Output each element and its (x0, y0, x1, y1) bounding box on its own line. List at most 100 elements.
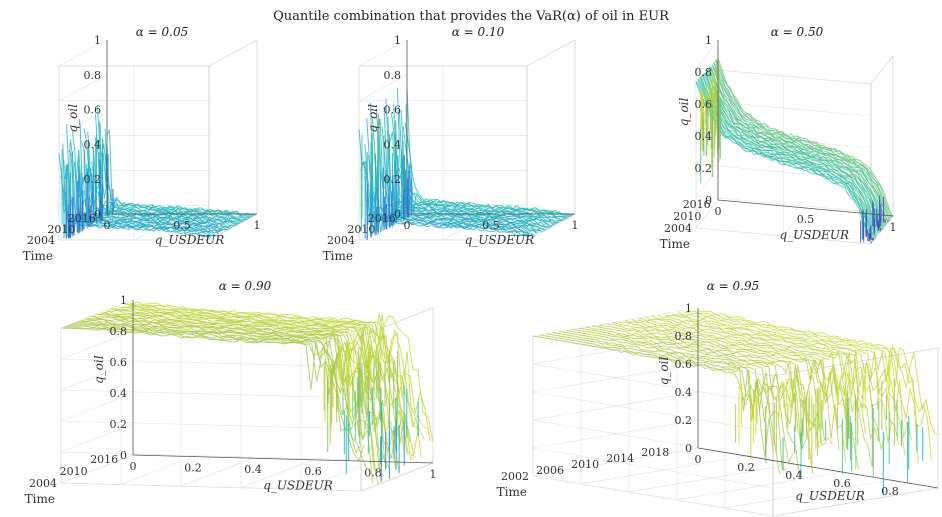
surface-line (697, 310, 939, 435)
surface-line (699, 76, 875, 239)
grid-line (532, 475, 774, 517)
grid-line (532, 447, 699, 477)
surface-line (532, 335, 774, 457)
time-tick-label: 2016 (368, 212, 396, 225)
surface-line (69, 324, 370, 432)
x-axis (132, 454, 434, 464)
surface-line (92, 315, 393, 458)
grid-line (532, 391, 774, 433)
y-tick-label: 0 (120, 449, 127, 462)
y-tick-label: 0.2 (110, 418, 128, 431)
y-axis-label: q_oil (657, 357, 671, 386)
time-tick-label: 2006 (536, 464, 564, 477)
surface-line (625, 319, 866, 434)
surface-line (63, 326, 365, 462)
surface-line (658, 314, 899, 444)
axis-wall (772, 347, 939, 517)
grid-line (60, 389, 362, 399)
x-tick-label: 0.8 (881, 485, 899, 498)
grid-line (783, 207, 806, 237)
time-tick-label: 2016 (68, 212, 96, 225)
y-tick-label: 0.6 (695, 98, 713, 111)
time-tick-label: 2018 (641, 446, 669, 459)
grid-line (58, 74, 108, 102)
x-tick-label: 0.8 (364, 466, 382, 479)
y-tick-label: 0.2 (695, 162, 713, 175)
surface-line (60, 327, 362, 454)
panel-title: α = 0.90 (219, 279, 272, 293)
time-tick-label: 2004 (664, 222, 692, 235)
y-tick-label: 0 (705, 194, 712, 207)
surface-line (406, 88, 575, 215)
x-tick-label: 0.4 (785, 469, 803, 482)
x-tick-label: 0.5 (482, 219, 500, 232)
time-tick-label: 2004 (327, 234, 355, 247)
time-tick-label: 2010 (673, 210, 701, 223)
grid-line (580, 455, 747, 485)
time-axis-label: Time (323, 249, 353, 263)
surface-line (695, 81, 872, 243)
y-tick-label: 0.4 (695, 130, 713, 143)
time-axis-label: Time (25, 492, 55, 506)
y-tick-label: 0.4 (110, 387, 128, 400)
surface-line (546, 333, 787, 471)
time-tick-label: 2002 (501, 470, 529, 483)
panel-title: α = 0.10 (452, 25, 505, 39)
surface-line (387, 115, 556, 225)
grid-line (60, 451, 362, 461)
grid-line (724, 479, 891, 509)
time-tick-label: 2016 (683, 198, 711, 211)
time-tick-label: 2010 (47, 223, 75, 236)
y-tick-label: 1 (120, 294, 127, 307)
panel-4: 0 0.2 0.4 0.6 0.8 1 0 0.2 0.4 0.6 0.8 1 201620102004… (25, 279, 437, 506)
surface-line (124, 303, 425, 441)
time-tick-label: 2014 (606, 452, 634, 465)
surface-line (60, 176, 212, 239)
surface-line (700, 75, 877, 237)
grid-line (695, 167, 719, 197)
panel-title: α = 0.50 (771, 25, 824, 39)
time-axis-label: Time (660, 237, 690, 251)
surface-line (565, 329, 807, 451)
x-axis-label: q_USDEUR (155, 233, 225, 247)
y-tick-label: 0 (94, 208, 101, 221)
surface-line (651, 315, 893, 443)
grid-line (532, 447, 774, 489)
x-tick-label: 0.6 (304, 465, 322, 478)
x-tick-label: 1 (572, 219, 579, 232)
x-axis-label: q_USDEUR (465, 233, 535, 247)
surface-line (618, 321, 860, 471)
y-tick-label: 0.6 (110, 356, 128, 369)
y-tick-label: 0.2 (84, 173, 102, 186)
axis-wall (208, 39, 258, 241)
surface-line (95, 314, 397, 471)
time-axis-label: Time (497, 485, 527, 499)
grid-line (358, 39, 408, 67)
figure-title: Quantile combination that provides the V… (273, 9, 670, 24)
surface-line (395, 121, 564, 221)
grid-line (60, 358, 362, 368)
x-tick-label: 0 (104, 219, 111, 232)
grid-line (695, 39, 719, 69)
x-axis-label: q_USDEUR (779, 228, 849, 242)
surface-line (95, 113, 246, 221)
surface-line (677, 311, 919, 464)
y-axis-label: q_oil (92, 355, 106, 384)
surface-line (106, 129, 257, 215)
y-tick-label: 0.4 (84, 138, 102, 151)
axis-wall (870, 55, 894, 245)
grid-line (60, 482, 362, 492)
y-axis-label: q_oil (677, 98, 691, 127)
surface-line (712, 65, 889, 223)
surface-line (702, 74, 879, 234)
surface-line (717, 58, 894, 217)
panel-title: α = 0.05 (136, 25, 189, 39)
y-tick-label: 0.8 (675, 330, 693, 343)
x-tick-label: 0.5 (173, 219, 191, 232)
surface-line (684, 311, 926, 427)
x-tick-label: 0.4 (244, 463, 262, 476)
y-tick-label: 0.6 (384, 104, 402, 117)
